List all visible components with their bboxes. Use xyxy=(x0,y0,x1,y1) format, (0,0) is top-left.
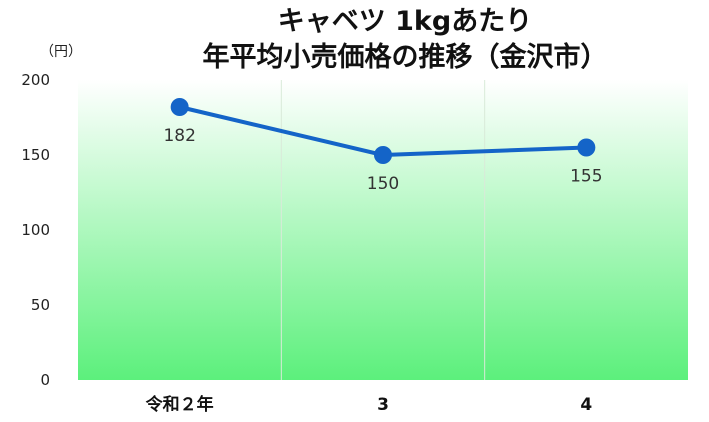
x-tick-label: 4 xyxy=(580,395,592,415)
y-tick-label: 150 xyxy=(21,146,50,164)
chart-title-line-1: キャベツ 1kgあたり xyxy=(278,6,532,37)
x-tick-label: 3 xyxy=(377,395,389,415)
data-label: 150 xyxy=(367,174,399,194)
data-point xyxy=(170,98,189,116)
chart-title-line-2: 年平均小売価格の推移（金沢市） xyxy=(203,41,608,73)
plot-area xyxy=(78,80,688,380)
y-axis-unit: （円） xyxy=(40,44,82,60)
y-tick-label: 0 xyxy=(40,371,50,389)
y-tick-label: 200 xyxy=(21,71,50,89)
x-tick-label: 令和２年 xyxy=(146,394,214,415)
y-tick-label: 50 xyxy=(31,296,50,314)
data-label: 182 xyxy=(163,126,195,146)
data-label: 155 xyxy=(570,167,602,187)
y-tick-label: 100 xyxy=(21,221,50,239)
x-axis-ticks: 令和２年 3 4 xyxy=(146,394,593,415)
data-point xyxy=(374,146,392,164)
data-point xyxy=(577,138,596,157)
series-price: 182 150 155 xyxy=(163,98,603,194)
y-axis-ticks: 0 50 100 150 200 xyxy=(21,71,50,389)
